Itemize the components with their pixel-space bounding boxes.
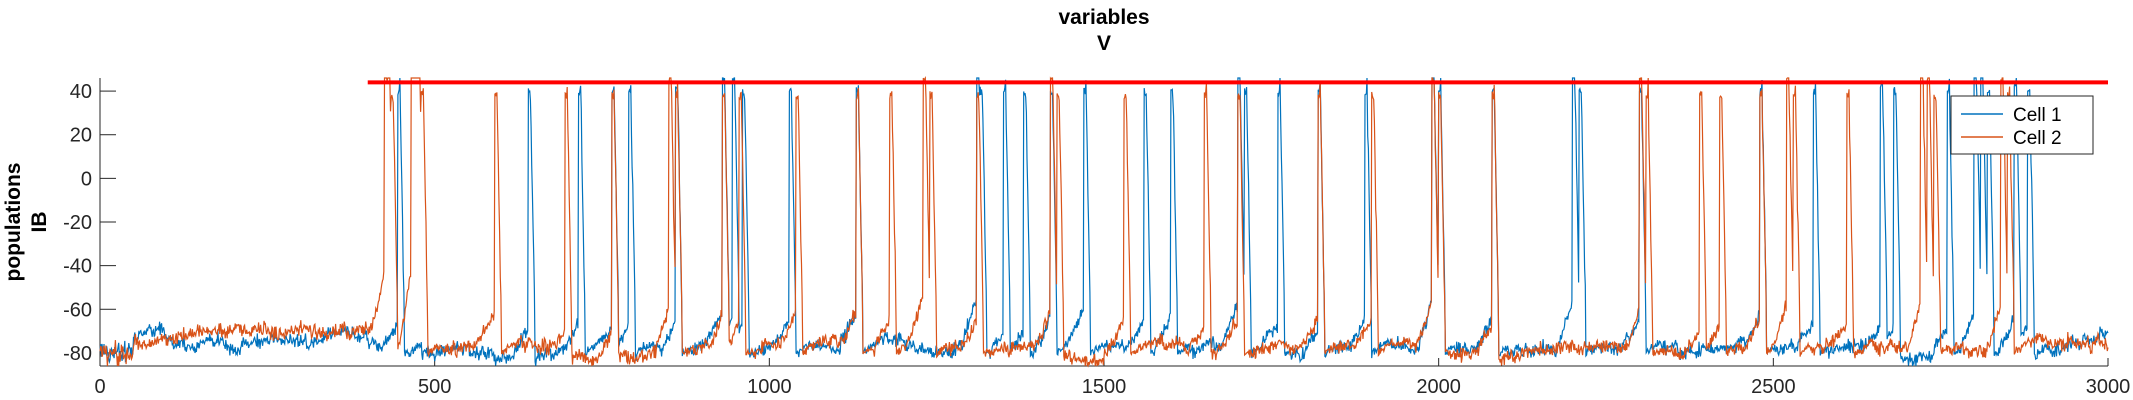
x-tick-label: 2000 — [1416, 376, 1461, 398]
x-tick-label: 500 — [418, 376, 451, 398]
y-tick-label: -40 — [63, 256, 92, 278]
y-axis-label-line: populations — [2, 163, 25, 282]
x-tick-label: 0 — [94, 376, 105, 398]
x-tick-label: 1000 — [747, 376, 792, 398]
y-axis-label-line: IB — [28, 212, 51, 233]
chart-title: variables V — [1058, 6, 1149, 55]
y-tick-label: 20 — [70, 125, 92, 147]
y-tick-label: -60 — [63, 299, 92, 321]
x-tick-label: 1500 — [1082, 376, 1127, 398]
y-tick-label: 0 — [81, 168, 92, 190]
y-tick-label: -20 — [63, 212, 92, 234]
chart-title-line: V — [1097, 32, 1111, 55]
legend-entry: Cell 1 — [2013, 105, 2062, 126]
legend-box — [1950, 95, 2094, 155]
axes: 0 500 1000 1500 2000 2500 3000 -80 -60 -40 -20 0 20 4… — [63, 78, 2130, 398]
chart-title-line: variables — [1058, 6, 1149, 29]
series-line-cell-1 — [99, 77, 2109, 367]
x-tick-label: 2500 — [1751, 376, 1796, 398]
y-tick-label: 40 — [70, 81, 92, 103]
legend-entry: Cell 2 — [2013, 128, 2062, 149]
series-line-cell-2 — [99, 76, 2109, 368]
y-tick-label: -80 — [63, 343, 92, 365]
series-lines — [99, 76, 2109, 368]
y-axis-label: populations IB — [2, 163, 51, 282]
x-tick-label: 3000 — [2086, 376, 2131, 398]
